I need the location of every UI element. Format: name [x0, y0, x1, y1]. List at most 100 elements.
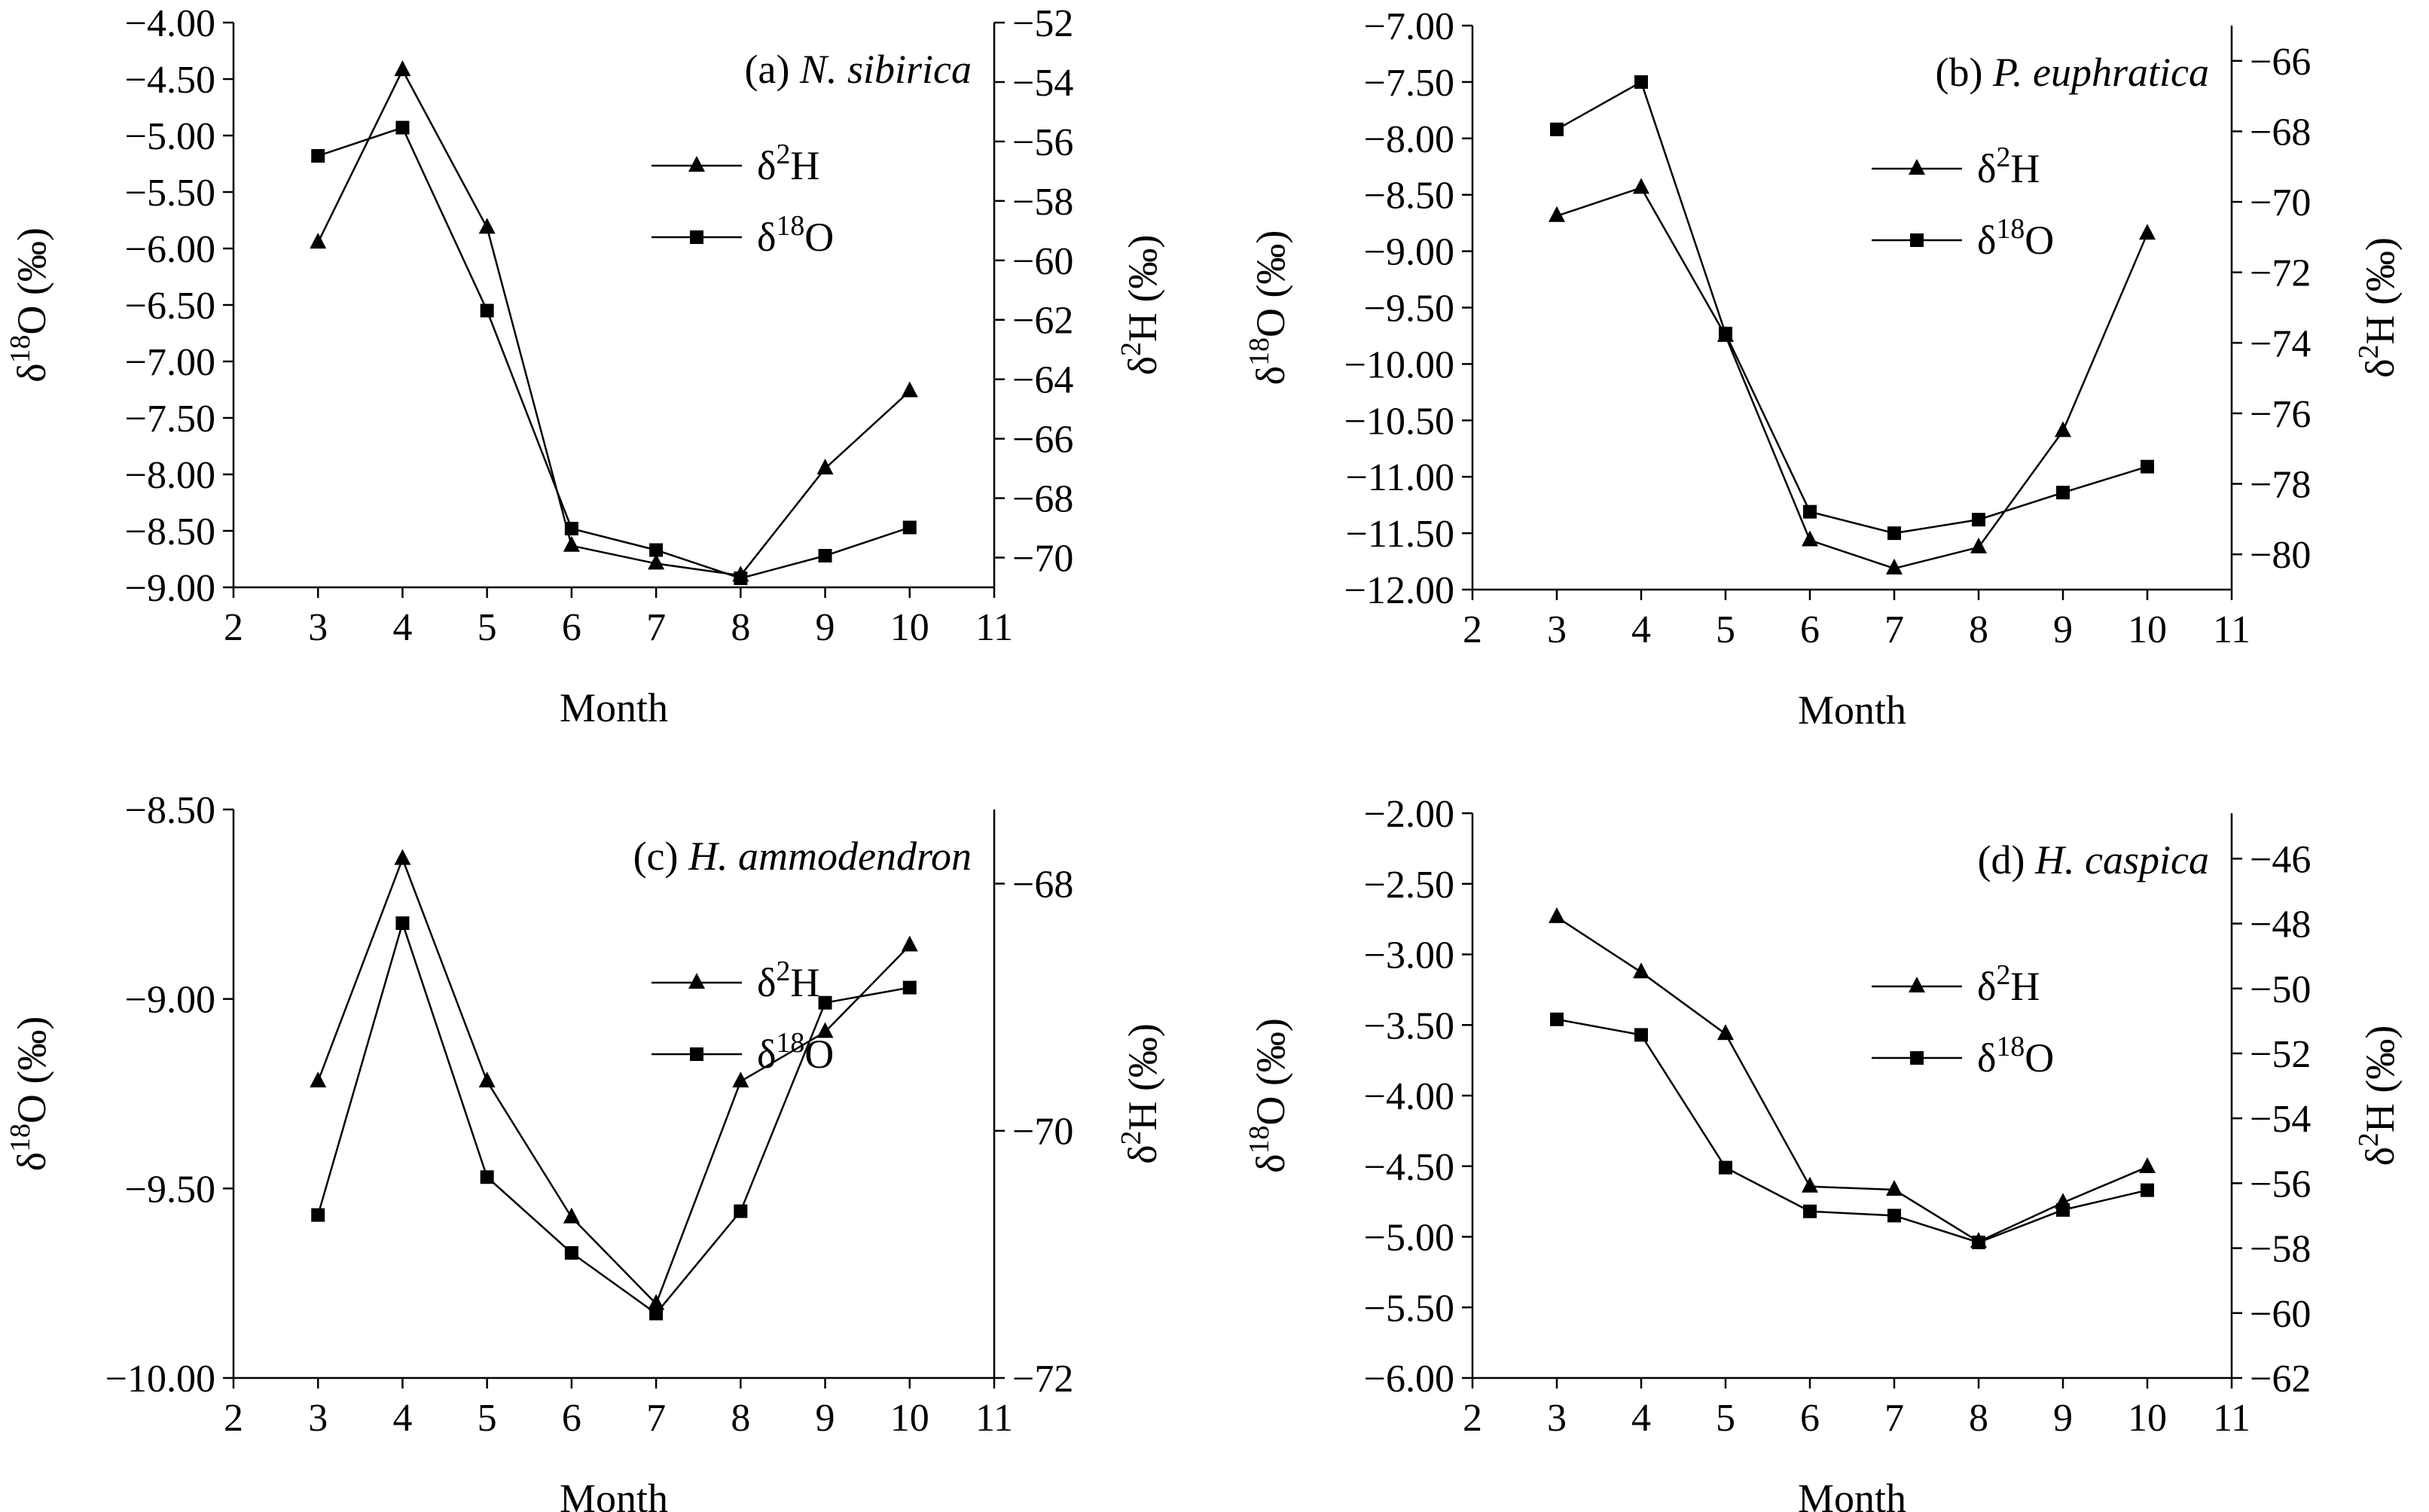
x-tick-label: 9 [816, 606, 835, 649]
left-y-tick-label: −7.00 [1364, 5, 1454, 48]
x-tick-label: 2 [1463, 608, 1482, 651]
x-tick-label: 2 [1463, 1397, 1482, 1440]
left-y-tick-label: −8.00 [125, 454, 215, 497]
right-y-tick-label: −68 [1012, 863, 1073, 906]
square-marker [818, 995, 832, 1010]
right-y-tick-label: −52 [2250, 1033, 2311, 1076]
right-y-tick-label: −66 [1012, 419, 1073, 462]
right-y-tick-label: −58 [1012, 181, 1073, 224]
x-axis-title: Month [560, 1476, 668, 1512]
series-line-d18o [1556, 81, 2148, 535]
x-tick-label: 8 [731, 606, 750, 649]
panel-label: (d) H. caspica [1978, 837, 2209, 883]
triangle-marker [901, 381, 918, 398]
left-y-tick-label: −5.00 [1364, 1217, 1454, 1260]
triangle-marker [310, 233, 327, 249]
series-line-d2h [1556, 916, 2148, 1243]
left-y-tick-label: −6.00 [1364, 1358, 1454, 1401]
triangle-marker [1633, 962, 1649, 979]
right-y-tick-label: −68 [2250, 111, 2311, 154]
left-y-tick-label: −9.50 [1364, 288, 1454, 331]
legend-square-marker [1910, 1051, 1924, 1065]
triangle-marker [2139, 224, 2156, 240]
left-y-tick-label: −7.50 [1364, 62, 1454, 105]
x-tick-label: 7 [646, 606, 666, 649]
x-tick-label: 10 [2128, 608, 2167, 651]
triangle-marker [478, 1072, 496, 1088]
right-y-tick-label: −70 [2250, 181, 2311, 224]
left-y-tick-label: −6.00 [125, 228, 215, 271]
x-tick-label: 4 [1631, 608, 1651, 651]
left-y-tick-label: −10.00 [105, 1358, 215, 1401]
square-marker [2141, 459, 2154, 474]
x-tick-label: 3 [308, 1397, 328, 1440]
x-axis-title: Month [560, 685, 668, 730]
right-y-tick-label: −56 [2250, 1163, 2311, 1206]
left-y-tick-label: −5.50 [1364, 1287, 1454, 1330]
series-line-d2h [317, 856, 911, 1306]
x-tick-label: 11 [2213, 1397, 2250, 1440]
left-y-tick-label: −9.00 [1364, 231, 1454, 274]
square-marker [1634, 1028, 1648, 1042]
square-marker [395, 120, 410, 135]
x-tick-label: 10 [890, 1397, 929, 1440]
panel-label: (a) N. sibirica [745, 47, 972, 92]
right-y-axis-title: δ2H (‰) [1115, 235, 1165, 376]
left-y-tick-label: −4.00 [125, 2, 215, 45]
square-marker [1972, 513, 1985, 527]
legend-label: δ2H [757, 956, 819, 1005]
square-marker [1719, 326, 1732, 340]
left-y-tick-label: −9.50 [125, 1168, 215, 1211]
square-marker [1550, 122, 1564, 136]
right-y-tick-label: −68 [1012, 478, 1073, 521]
legend-item: δ2H [651, 139, 819, 188]
triangle-marker [1886, 558, 1903, 575]
legend-triangle-marker [1909, 977, 1925, 992]
triangle-marker [563, 1207, 580, 1224]
left-y-tick-label: −8.00 [1364, 118, 1454, 161]
right-y-tick-label: −60 [2250, 1293, 2311, 1336]
legend-square-marker [1910, 233, 1924, 247]
left-y-axis-title: δ18O (‰) [1243, 1018, 1293, 1173]
right-y-tick-label: −72 [2250, 252, 2311, 295]
left-y-tick-label: −10.00 [1344, 343, 1454, 386]
triangle-marker [1886, 1180, 1903, 1196]
x-tick-label: 10 [2128, 1397, 2167, 1440]
left-y-axis-title: δ18O (‰) [5, 227, 54, 383]
x-tick-label: 7 [646, 1397, 666, 1440]
legend-triangle-marker [688, 156, 705, 172]
right-y-tick-label: −62 [1012, 300, 1073, 343]
x-axis-title: Month [1798, 1476, 1906, 1512]
left-y-tick-label: −8.50 [125, 789, 215, 832]
triangle-marker [1802, 1176, 1818, 1193]
right-y-tick-label: −54 [2250, 1098, 2311, 1141]
x-tick-label: 8 [1969, 608, 1988, 651]
right-y-tick-label: −56 [1012, 121, 1073, 164]
left-y-tick-label: −12.00 [1344, 569, 1454, 612]
x-tick-label: 2 [224, 1397, 243, 1440]
x-tick-label: 5 [478, 606, 497, 649]
square-marker [564, 522, 578, 535]
legend-item: δ2H [1872, 142, 2040, 191]
x-tick-label: 11 [975, 1397, 1013, 1440]
right-y-tick-label: −74 [2250, 322, 2311, 365]
right-y-tick-label: −70 [1012, 538, 1073, 581]
chart-panel-c: 2 3 4 5 6 7 8 9 10 11 −8.50 −9.00 −9.50 −10.00 −68 −70 −… [5, 789, 1165, 1512]
left-y-tick-label: −8.50 [1364, 175, 1454, 218]
x-tick-label: 9 [816, 1397, 835, 1440]
legend-label: δ18O [757, 210, 834, 260]
left-y-tick-label: −4.50 [125, 59, 215, 102]
right-y-tick-label: −78 [2250, 464, 2311, 507]
right-y-tick-label: −66 [2250, 41, 2311, 84]
series-line-d18o [317, 126, 911, 580]
x-tick-label: 5 [1716, 1397, 1735, 1440]
square-marker [649, 1306, 664, 1321]
x-tick-label: 3 [308, 606, 328, 649]
legend-square-marker [690, 230, 703, 244]
left-y-tick-label: −6.50 [125, 285, 215, 328]
x-tick-label: 2 [224, 606, 243, 649]
square-marker [480, 1170, 494, 1184]
right-y-tick-label: −58 [2250, 1228, 2311, 1271]
legend-label: δ2H [1977, 959, 2040, 1009]
